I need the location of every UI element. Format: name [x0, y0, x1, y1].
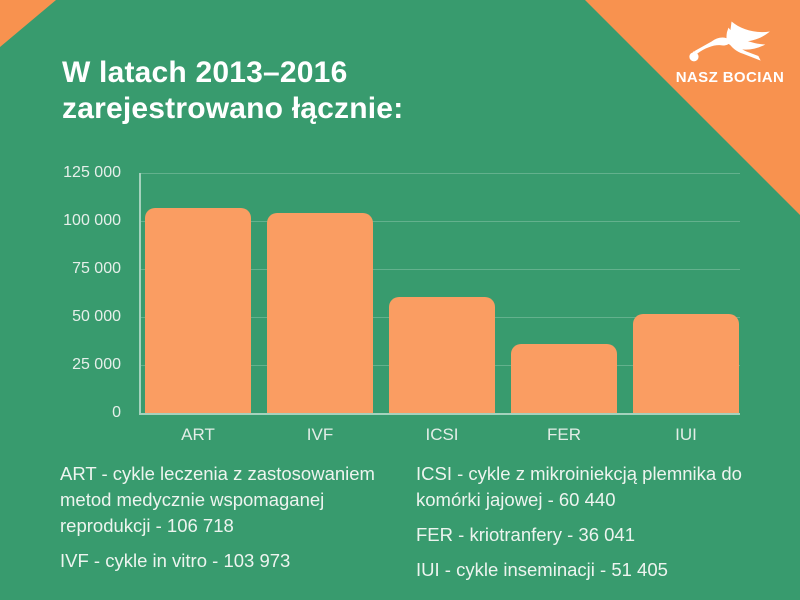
- page-title-line2: zarejestrowano łącznie:: [62, 92, 404, 125]
- legend-item-art: ART - cykle leczenia z zastosowaniem met…: [60, 463, 375, 536]
- x-category-label-icsi: ICSI: [425, 425, 459, 444]
- gridline-75000: [141, 269, 740, 270]
- y-tick-label-100000: 100 000: [63, 212, 121, 229]
- x-category-label-art: ART: [181, 425, 215, 444]
- bar-fer: [511, 343, 617, 413]
- y-tick-label-75000: 75 000: [72, 260, 121, 277]
- stork-with-bundle-icon: [689, 21, 770, 62]
- legend-item-fer: FER - kriotranfery - 36 041: [416, 524, 635, 545]
- chart-plot: ART IVF ICSI FER IUI: [139, 173, 740, 444]
- gridline-125000: [141, 173, 740, 174]
- page-title: W latach 2013–2016 zarejestrowano łączni…: [62, 55, 403, 127]
- legend-item-icsi: ICSI - cykle z mikroiniekcją plemnika do…: [416, 463, 742, 510]
- legend-item-iui: IUI - cykle inseminacji - 51 405: [416, 559, 668, 580]
- corner-accent-top-left: [0, 0, 56, 47]
- brand-name: NASZ BOCIAN: [675, 69, 785, 86]
- brand-logo: NASZ BOCIAN: [664, 18, 796, 86]
- legend-column-left: ART - cykle leczenia z zastosowaniem met…: [60, 461, 412, 583]
- bar-iui: [633, 314, 739, 413]
- y-tick-label-50000: 50 000: [72, 308, 121, 325]
- x-category-label-ivf: IVF: [306, 425, 334, 444]
- page-title-line1: W latach 2013–2016: [62, 56, 348, 89]
- x-category-label-iui: IUI: [675, 425, 697, 444]
- x-category-label-fer: FER: [547, 425, 581, 444]
- legend-item-ivf: IVF - cykle in vitro - 103 973: [60, 550, 291, 571]
- bar-art: [145, 208, 251, 413]
- chart-y-axis-labels: 125 000 100 000 75 000 50 000 25 000 0: [40, 164, 130, 421]
- legend-column-right: ICSI - cykle z mikroiniekcją plemnika do…: [416, 461, 772, 592]
- y-tick-label-25000: 25 000: [72, 356, 121, 373]
- bar-ivf: [267, 213, 373, 413]
- gridline-100000: [141, 221, 740, 222]
- y-tick-label-0: 0: [112, 404, 121, 421]
- bar-icsi: [389, 296, 495, 413]
- y-tick-label-125000: 125 000: [63, 164, 121, 181]
